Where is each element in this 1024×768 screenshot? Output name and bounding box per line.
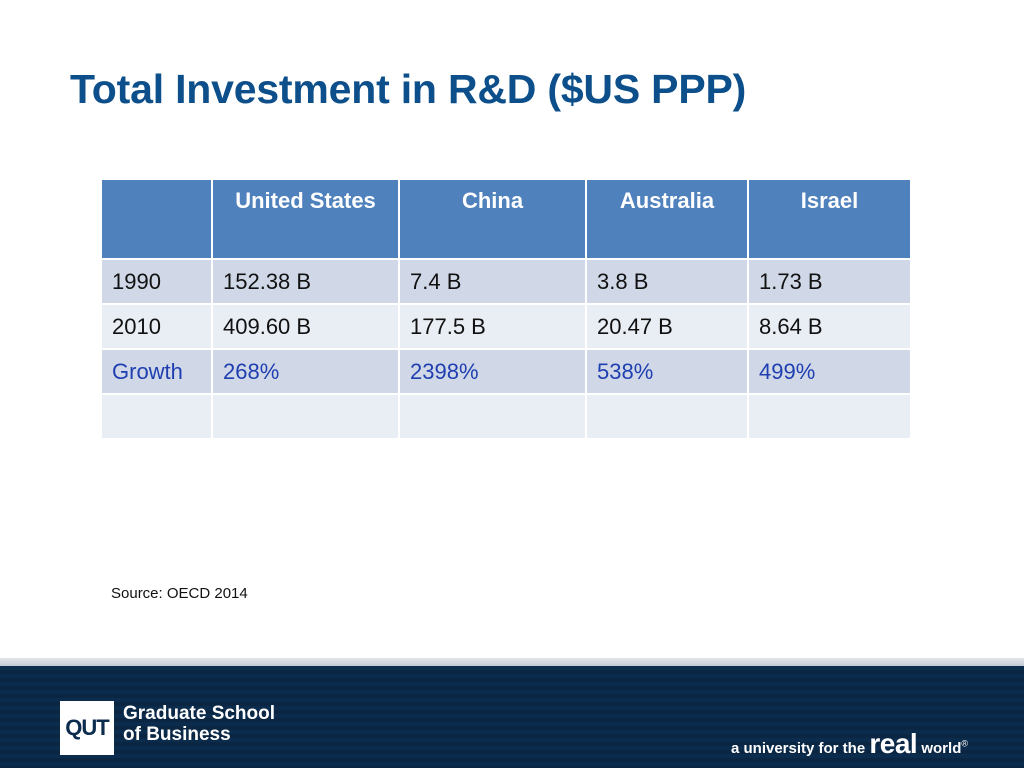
table-cell bbox=[100, 393, 213, 440]
tagline-prefix: a university for the bbox=[730, 740, 870, 757]
header-row: United States China Australia Israel bbox=[100, 178, 912, 260]
table-cell: 7.4 B bbox=[398, 258, 587, 305]
table-cell: 20.47 B bbox=[585, 303, 749, 350]
tagline-world: world bbox=[917, 740, 962, 757]
table-cell bbox=[585, 393, 749, 440]
slide-title: Total Investment in R&D ($US PPP) bbox=[70, 66, 747, 112]
tagline: a university for the real world® bbox=[731, 728, 968, 760]
header-cell-united-states: United States bbox=[211, 178, 400, 260]
investment-table: United States China Australia Israel 199… bbox=[100, 178, 912, 440]
table-cell: 177.5 B bbox=[398, 303, 587, 350]
table-cell: 499% bbox=[747, 348, 912, 395]
table-cell bbox=[398, 393, 587, 440]
table-row-empty bbox=[100, 393, 912, 440]
qut-logo: QUT bbox=[60, 701, 114, 755]
header-cell-israel: Israel bbox=[747, 178, 912, 260]
footer: QUT Graduate School of Business a univer… bbox=[0, 658, 1024, 768]
footer-bar: QUT Graduate School of Business a univer… bbox=[0, 666, 1024, 768]
tagline-real: real bbox=[869, 728, 918, 759]
table-cell bbox=[211, 393, 400, 440]
school-name: Graduate School of Business bbox=[123, 703, 275, 745]
table-cell: 268% bbox=[211, 348, 400, 395]
table-cell: 152.38 B bbox=[211, 258, 400, 305]
table-row-1990: 1990 152.38 B 7.4 B 3.8 B 1.73 B bbox=[100, 258, 912, 305]
row-label: 1990 bbox=[100, 258, 213, 305]
header-cell-australia: Australia bbox=[585, 178, 749, 260]
footer-divider bbox=[0, 658, 1024, 666]
header-cell-china: China bbox=[398, 178, 587, 260]
table-row-growth: Growth 268% 2398% 538% 499% bbox=[100, 348, 912, 395]
school-name-line-2: of Business bbox=[123, 724, 231, 745]
header-cell-corner bbox=[100, 178, 213, 260]
source-note: Source: OECD 2014 bbox=[111, 585, 248, 602]
table-row-2010: 2010 409.60 B 177.5 B 20.47 B 8.64 B bbox=[100, 303, 912, 350]
table-cell: 3.8 B bbox=[585, 258, 749, 305]
table-cell bbox=[747, 393, 912, 440]
table-cell: 8.64 B bbox=[747, 303, 912, 350]
table-cell: 2398% bbox=[398, 348, 587, 395]
table-cell: 1.73 B bbox=[747, 258, 912, 305]
row-label: Growth bbox=[100, 348, 213, 395]
registered-mark: ® bbox=[961, 738, 968, 749]
row-label: 2010 bbox=[100, 303, 213, 350]
table-cell: 409.60 B bbox=[211, 303, 400, 350]
school-name-line-1: Graduate School bbox=[123, 703, 276, 724]
table-cell: 538% bbox=[585, 348, 749, 395]
